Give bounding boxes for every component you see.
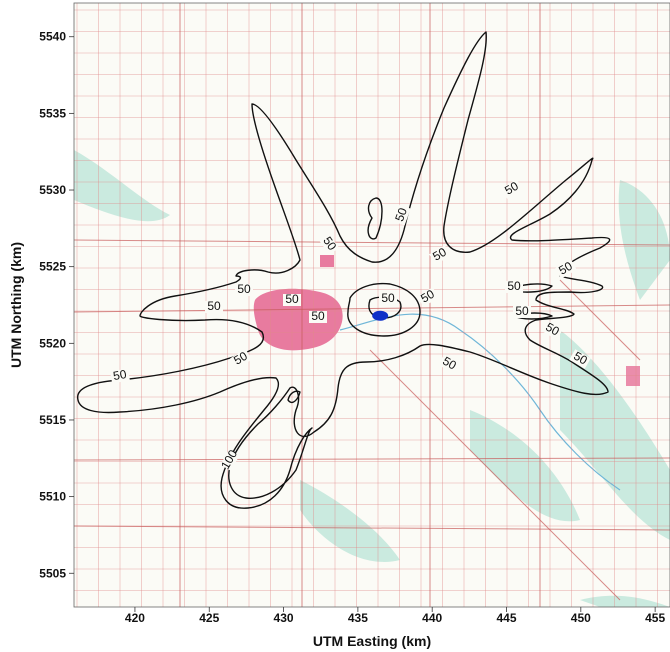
x-tick-label: 440 [422,611,442,625]
contour-line [287,390,301,404]
x-axis-title: UTM Easting (km) [313,633,431,649]
contour-label: 50 [392,206,410,224]
map-background [74,3,670,607]
town-shape [253,288,343,351]
y-tick-label: 5540 [39,30,66,44]
contour-label-bg [220,449,240,471]
x-tick-label: 425 [199,611,219,625]
contour-line [367,197,383,240]
contour-label: 50 [112,367,128,383]
contour-label-bg [110,368,130,384]
contour-label-bg [283,294,301,306]
water-patch [300,480,400,562]
road [73,457,670,461]
y-tick-label: 5525 [39,260,66,274]
road [369,349,621,601]
contour-label-bg [513,306,531,318]
road [559,279,641,361]
contour-label: 50 [311,309,325,323]
x-tick-label: 420 [125,611,145,625]
contour-line [347,282,421,337]
contour-label: 50 [556,259,575,278]
contour-label-bg [555,259,577,279]
y-tick-label: 5505 [39,566,66,580]
water-patch [580,595,670,607]
contour-label: 50 [502,179,521,198]
contour-label: 50 [381,291,395,305]
contour-label: 50 [543,320,562,339]
contour-label-bg [318,233,340,255]
y-axis-title: UTM Northing (km) [8,242,24,368]
contour-label-bg [569,349,591,369]
contour-label-bg [438,354,460,374]
emission-source-marker [372,310,389,321]
contour-label-bg [379,293,397,305]
contour-label-bg [501,179,523,199]
x-tick-label: 455 [645,611,665,625]
contour-label: 50 [515,304,529,318]
x-tick-label: 435 [348,611,368,625]
town-block [626,366,640,386]
y-tick-label: 5535 [39,106,66,120]
contour-label-bg [309,311,327,323]
contour-label: 50 [231,349,250,368]
y-tick-label: 5515 [39,413,66,427]
contour-label-bg [429,245,451,265]
contour-label: 50 [507,279,521,293]
town-area [253,255,640,386]
contour-label: 50 [418,287,437,306]
road [73,525,670,531]
contour-label-bg [393,204,411,226]
contour-label-bg [505,281,523,293]
contour-label-bg [235,284,253,296]
contour-label: 50 [430,245,449,264]
y-tick-label: 5520 [39,336,66,350]
contour-label: 50 [207,299,221,313]
map-frame [73,2,670,608]
x-axis-ticks: 420 425 430 435 440 445 450 455 [125,607,665,625]
contour-label-bg [541,320,563,340]
contour-label: 50 [285,292,299,306]
contour-label: 50 [237,282,251,296]
contour-label-bg [417,287,439,307]
road [73,304,670,313]
section-grid [74,3,670,607]
town-block [320,255,334,267]
contour-label-bg [205,301,223,313]
x-tick-label: 430 [274,611,294,625]
y-tick-label: 5510 [39,490,66,504]
water-patch [618,180,670,300]
y-tick-label: 5530 [39,183,66,197]
x-tick-label: 450 [571,611,591,625]
road [73,239,670,246]
y-axis-ticks: 5540 5535 5530 5525 5520 5515 5510 5505 [39,30,74,580]
contour-label-bg [230,349,252,369]
x-tick-label: 445 [496,611,516,625]
contour-label: 50 [571,349,590,368]
water-patch [470,410,580,522]
water-patch [560,330,670,540]
major-roads [73,3,670,607]
contour-label: 50 [440,354,459,373]
